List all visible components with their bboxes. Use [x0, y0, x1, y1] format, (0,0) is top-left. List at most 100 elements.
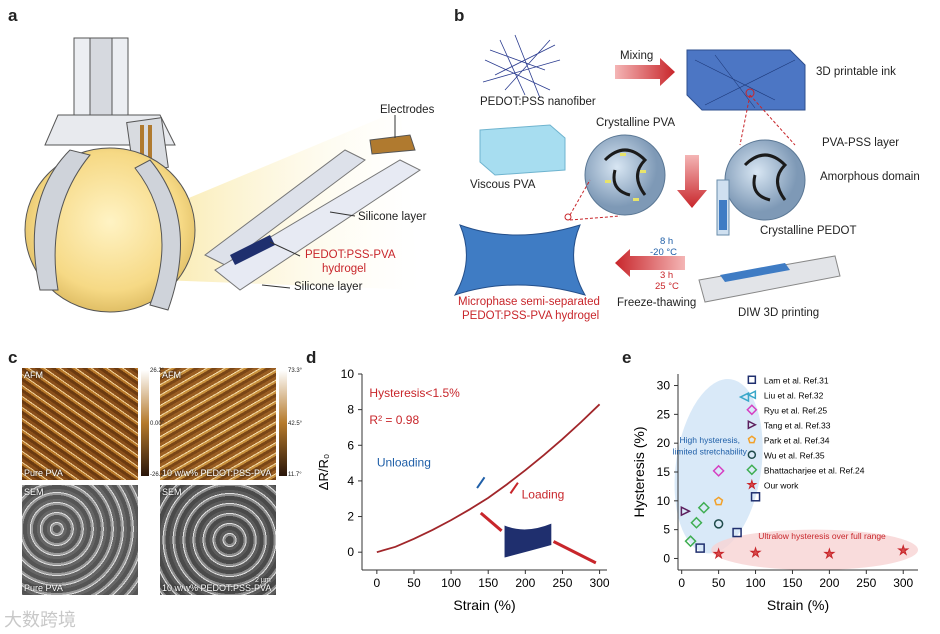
- afm-image-pure-pva: [22, 368, 138, 480]
- marker-diamond: [746, 404, 758, 416]
- x-tick-label: 250: [856, 576, 876, 590]
- y-axis-title: Hysteresis (%): [631, 426, 647, 517]
- y-tick-label: 2: [347, 510, 354, 524]
- y-tick-label: 0: [347, 545, 354, 559]
- y-tick-label: 20: [657, 436, 671, 450]
- marker-triangle-right: [680, 505, 692, 517]
- afm-tag-2: AFM: [162, 370, 181, 380]
- stretch-arrow-left: [479, 511, 503, 532]
- viscous-pva-label: Viscous PVA: [470, 179, 536, 191]
- stretched-sample: [504, 523, 552, 558]
- y-tick-label: 25: [657, 407, 671, 421]
- afm-tag-1: AFM: [24, 370, 43, 380]
- cycle-cold-temp: -20 °C: [650, 247, 678, 258]
- legend-entry: Lam et al. Ref.31: [764, 375, 829, 385]
- marker-square: [747, 375, 757, 385]
- x-tick-label: 50: [712, 576, 726, 590]
- marker-circle: [747, 450, 757, 460]
- colorbar-2: [279, 370, 287, 476]
- gripper-illustration: [24, 37, 421, 313]
- marker-diamond: [697, 501, 710, 514]
- mixing-label: Mixing: [620, 50, 654, 62]
- afm-caption-1: Pure PVA: [24, 468, 63, 478]
- fabrication-schematic: [453, 34, 841, 303]
- marker-star: [823, 547, 836, 560]
- nanofiber-label: PEDOT:PSS nanofiber: [480, 96, 596, 108]
- x-tick-label: 50: [407, 576, 421, 590]
- marker-pentagon: [713, 496, 724, 506]
- low-hysteresis-region: [711, 529, 918, 570]
- low-region-label: Ultralow hysteresis over full range: [758, 531, 886, 541]
- x-tick-label: 150: [782, 576, 802, 590]
- y-tick-label: 6: [347, 438, 354, 452]
- y-tick-label: 4: [347, 474, 354, 488]
- sem-tag-1: SEM: [24, 487, 44, 497]
- y-tick-label: 10: [341, 367, 355, 381]
- sem-caption-2: 10 w/w% PEDOT:PSS-PVA: [162, 583, 272, 593]
- marker-pentagon: [747, 435, 757, 444]
- colorbar-1-mid: 0.00°: [150, 421, 165, 427]
- sem-image-pure-pva: [22, 485, 138, 595]
- panel-letter-b: b: [454, 6, 465, 25]
- panel-letter-c: c: [8, 348, 18, 367]
- y-tick-label: 8: [347, 403, 354, 417]
- hydrogel-label-2: hydrogel: [322, 263, 367, 275]
- marker-diamond: [684, 535, 697, 548]
- x-axis-title: Strain (%): [767, 597, 829, 613]
- loading-arrow: [509, 482, 519, 494]
- colorbar-1-bot: -26.2°: [150, 472, 167, 478]
- sem-image-pedot-pva: [160, 485, 276, 595]
- colorbar-2-mid: 42.5°: [288, 421, 303, 427]
- x-tick-label: 300: [893, 576, 913, 590]
- marker-diamond: [746, 464, 758, 476]
- scalebar-label: 2 µm: [255, 577, 271, 584]
- high-region-label-1: High hysteresis,: [680, 435, 740, 445]
- legend-entry: Park et al. Ref.34: [764, 435, 830, 445]
- sem-caption-1: Pure PVA: [24, 583, 63, 593]
- marker-diamond: [712, 464, 725, 477]
- silicone-layer-top-label: Silicone layer: [358, 211, 427, 223]
- marker-square: [732, 527, 742, 538]
- cycle-warm-temp: 25 °C: [655, 281, 679, 292]
- afm-caption-2: 10 w/w% PEDOT:PSS-PVA: [162, 468, 272, 478]
- x-tick-label: 200: [819, 576, 839, 590]
- y-axis-title: ΔR/R₀: [316, 454, 331, 490]
- marker-star: [746, 478, 758, 490]
- cycle-cold-time: 8 h: [660, 236, 674, 247]
- unloading-arrow: [476, 476, 486, 489]
- crystalline-pva-label: Crystalline PVA: [596, 117, 676, 129]
- marker-diamond: [690, 516, 703, 529]
- x-tick-label: 250: [552, 576, 572, 590]
- panel-letter-d: d: [306, 348, 317, 367]
- pva-pss-layer-label: PVA-PSS layer: [822, 137, 900, 149]
- watermark: 大数跨境: [4, 610, 76, 630]
- microphase-label-2: PEDOT:PSS-PVA hydrogel: [462, 310, 600, 322]
- electrodes-label: Electrodes: [380, 104, 435, 116]
- x-tick-label: 0: [374, 576, 381, 590]
- unloading-label: Unloading: [377, 456, 431, 470]
- crystalline-pedot-label: Crystalline PEDOT: [760, 225, 857, 237]
- x-tick-label: 0: [678, 576, 685, 590]
- stretch-arrow-right: [552, 540, 597, 565]
- marker-square: [695, 543, 705, 553]
- marker-triangle-left: [738, 391, 750, 403]
- x-tick-label: 300: [590, 576, 610, 590]
- y-tick-label: 15: [657, 465, 671, 479]
- marker-circle: [713, 519, 724, 529]
- x-tick-label: 200: [515, 576, 535, 590]
- r2-annotation: R² = 0.98: [369, 413, 419, 427]
- colorbar-1: [141, 370, 149, 476]
- panel-letter-a: a: [8, 6, 18, 25]
- x-tick-label: 100: [746, 576, 766, 590]
- freeze-thawing-label: Freeze-thawing: [617, 297, 697, 309]
- marker-star: [712, 547, 725, 560]
- marker-star: [897, 543, 910, 556]
- panel-letter-e: e: [622, 348, 632, 367]
- y-tick-label: 5: [663, 523, 670, 537]
- marker-triangle-left: [746, 390, 757, 400]
- silicone-layer-bottom-label: Silicone layer: [294, 281, 363, 293]
- legend-entry: Liu et al. Ref.32: [764, 390, 824, 400]
- loading-label: Loading: [522, 488, 565, 502]
- x-tick-label: 100: [441, 576, 461, 590]
- hysteresis-line-chart: 0 50 100 150 200 250 300 0 2 4 6 8 10 Strain (%) ΔR/R₀…: [316, 367, 610, 613]
